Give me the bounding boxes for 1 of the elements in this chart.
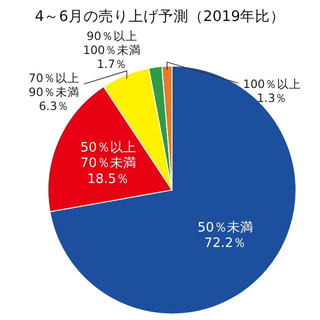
title: 4～6月の売り上げ予測（2019年比） — [34, 9, 286, 26]
